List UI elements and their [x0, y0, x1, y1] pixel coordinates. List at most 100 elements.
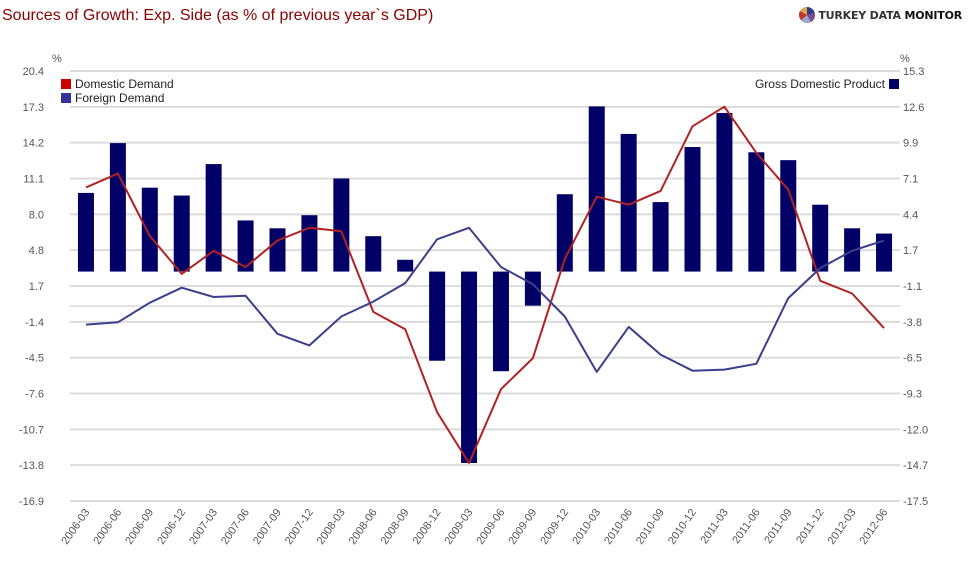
gdp-bar — [173, 195, 190, 272]
x-axis-tick-label: 2006-09 — [123, 507, 156, 547]
brand-name-part1: TURKEY DATA — [818, 8, 905, 22]
gdp-bar — [301, 215, 318, 272]
gdp-bar — [588, 106, 605, 272]
left-axis-tick-label: -10.7 — [19, 424, 44, 436]
x-axis-tick-label: 2010-03 — [570, 507, 603, 547]
right-axis-tick-label: -17.5 — [903, 496, 928, 508]
legend-swatch-foreign-demand — [61, 93, 71, 103]
brand-name: TURKEY DATA MONITOR — [818, 9, 962, 22]
x-axis-tick-label: 2007-06 — [219, 507, 252, 547]
gdp-bar — [812, 204, 829, 272]
right-axis-tick-label: -3.8 — [903, 317, 922, 329]
left-axis-tick-label: -1.4 — [25, 317, 44, 329]
right-axis-tick-label: -1.1 — [903, 281, 922, 293]
legend-right: Gross Domestic Product — [755, 77, 899, 91]
gdp-bar — [109, 143, 126, 272]
x-axis-tick-label: 2007-09 — [251, 507, 284, 547]
x-axis-tick-label: 2007-03 — [187, 507, 220, 547]
left-axis-tick-label: -7.6 — [25, 389, 44, 401]
left-axis-tick-label: 8.0 — [29, 209, 44, 221]
gdp-bar — [269, 228, 286, 272]
left-axis-tick-label: 14.2 — [23, 138, 44, 150]
foreign-demand-line — [85, 226, 885, 373]
x-axis-tick-label: 2011-06 — [730, 507, 763, 546]
x-axis-tick-label: 2008-03 — [315, 507, 348, 547]
left-axis-tick-label: 11.1 — [23, 174, 44, 186]
x-axis-tick-label: 2007-12 — [283, 507, 316, 547]
gridlines — [70, 70, 900, 502]
x-axis-ticks: 2006-032006-062006-092006-122007-032007-… — [59, 507, 890, 547]
gdp-bar — [876, 233, 893, 272]
x-axis-tick-label: 2008-06 — [347, 507, 380, 547]
left-axis-unit-label: % — [52, 53, 62, 65]
pie-chart-logo-icon — [799, 6, 816, 23]
brand-name-part2: MONITOR — [904, 8, 962, 22]
x-axis-tick-label: 2011-12 — [794, 507, 827, 546]
right-axis-unit-label: % — [900, 53, 910, 65]
gdp-bar — [492, 271, 509, 372]
gdp-bar — [524, 271, 541, 306]
gdp-bars — [77, 106, 893, 463]
x-axis-tick-label: 2008-12 — [411, 507, 444, 547]
x-axis-tick-label: 2011-09 — [762, 507, 795, 546]
gdp-bar — [365, 236, 382, 272]
x-axis-tick-label: 2011-03 — [698, 507, 731, 546]
x-axis-tick-label: 2008-09 — [379, 507, 412, 547]
right-axis-tick-label: 1.7 — [903, 245, 918, 257]
right-axis-tick-label: 9.9 — [903, 138, 918, 150]
right-axis-tick-label: -12.0 — [903, 424, 928, 436]
left-axis-tick-label: 20.4 — [23, 66, 44, 78]
x-axis-tick-label: 2006-06 — [91, 507, 124, 547]
legend-swatch-gdp — [889, 79, 899, 89]
gdp-bar — [205, 164, 222, 272]
right-axis-tick-label: -6.5 — [903, 353, 922, 365]
gdp-bar — [748, 152, 765, 272]
gdp-bar — [141, 187, 158, 272]
right-axis-tick-label: 7.1 — [903, 174, 918, 186]
gdp-bar — [237, 220, 254, 272]
x-axis-tick-label: 2012-03 — [826, 507, 859, 547]
gdp-bar — [652, 202, 669, 272]
x-axis-tick-label: 2009-09 — [506, 507, 539, 547]
right-axis-tick-label: 4.4 — [903, 209, 918, 221]
x-axis-tick-label: 2006-12 — [155, 507, 188, 547]
left-axis-ticks: 20.4 17.3 14.2 11.1 8.0 4.8 1.7 -1.4 -4.5 -7.6 -10… — [19, 66, 44, 508]
gdp-bar — [429, 271, 446, 361]
legend-label-domestic-demand: Domestic Demand — [75, 77, 174, 91]
x-axis-tick-label: 2009-12 — [538, 507, 571, 547]
demand-lines — [85, 105, 885, 464]
x-axis-tick-label: 2006-03 — [59, 507, 92, 547]
right-axis-tick-label: 12.6 — [903, 102, 924, 114]
legend-swatch-domestic-demand — [61, 79, 71, 89]
right-axis-tick-label: -9.3 — [903, 389, 922, 401]
gdp-bar — [77, 192, 94, 272]
right-axis-tick-label: 15.3 — [903, 66, 924, 78]
left-axis-tick-label: -4.5 — [25, 353, 44, 365]
legend-label-gdp: Gross Domestic Product — [755, 77, 886, 91]
x-axis-tick-label: 2009-06 — [474, 507, 507, 547]
left-axis-tick-label: -13.8 — [19, 460, 44, 472]
legend-label-foreign-demand: Foreign Demand — [75, 91, 164, 105]
gdp-bar — [780, 160, 797, 272]
gdp-bar — [461, 271, 478, 463]
x-axis-tick-label: 2010-09 — [634, 507, 667, 547]
right-axis-tick-label: -14.7 — [903, 460, 928, 472]
gdp-bar — [333, 178, 350, 272]
x-axis-tick-label: 2012-06 — [858, 507, 891, 547]
x-axis-tick-label: 2010-12 — [666, 507, 699, 547]
left-axis-tick-label: 4.8 — [29, 245, 44, 257]
left-axis-tick-label: -16.9 — [19, 496, 44, 508]
brand-logo: TURKEY DATA MONITOR — [798, 6, 962, 24]
legend-left: Domestic Demand Foreign Demand — [61, 77, 174, 105]
gdp-bar — [620, 133, 637, 272]
gdp-bar — [684, 147, 701, 272]
x-axis-tick-label: 2009-03 — [443, 507, 476, 547]
right-axis-ticks: 15.3 12.6 9.9 7.1 4.4 1.7 -1.1 -3.8 -6.5 -9.3 -12.… — [903, 66, 928, 508]
left-axis-tick-label: 17.3 — [23, 102, 44, 114]
domestic-demand-line — [85, 105, 885, 464]
chart-title: Sources of Growth: Exp. Side (as % of pr… — [2, 7, 434, 24]
x-axis-tick-label: 2010-06 — [602, 507, 635, 547]
gdp-bar — [397, 259, 414, 272]
gdp-bar — [716, 112, 733, 272]
